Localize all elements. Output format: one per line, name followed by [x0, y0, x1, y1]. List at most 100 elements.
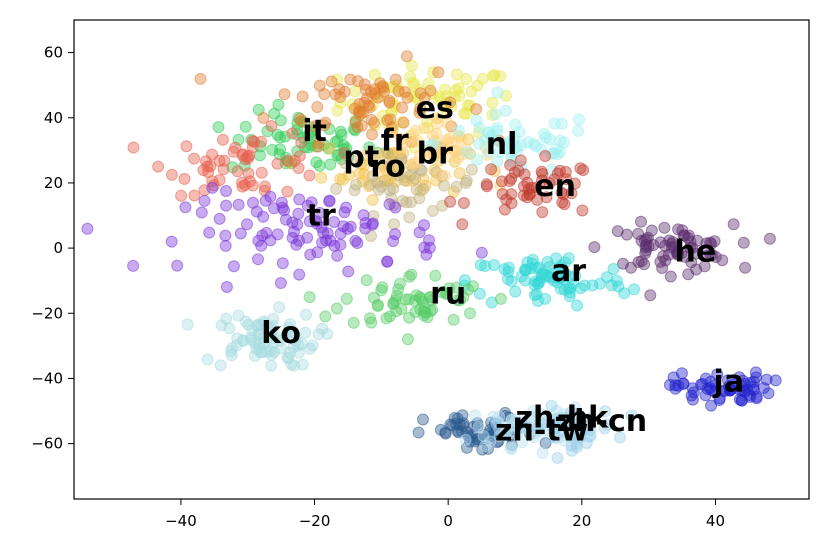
scatter-point [387, 235, 400, 248]
scatter-point [452, 82, 465, 95]
scatter-point [300, 308, 312, 321]
scatter-point [555, 186, 568, 199]
scatter-point [750, 390, 763, 403]
y-tick-label: 60 [44, 44, 63, 62]
scatter-point [463, 99, 476, 112]
scatter-point [527, 404, 540, 417]
scatter-point [536, 446, 549, 459]
scatter-point [414, 149, 427, 162]
scatter-point [418, 91, 431, 104]
scatter-point [645, 224, 658, 237]
scatter-point [180, 140, 193, 153]
scatter-point [323, 142, 336, 155]
scatter-point [323, 194, 336, 207]
scatter-point [444, 150, 456, 163]
scatter-point [311, 246, 324, 259]
scatter-point [312, 328, 325, 341]
cluster-label: ro [370, 150, 405, 185]
scatter-point [521, 421, 534, 434]
scatter-point [611, 225, 624, 238]
scatter-point [299, 326, 312, 339]
scatter-point [330, 302, 343, 315]
scatter-point [475, 246, 488, 259]
scatter-point [584, 424, 596, 437]
y-tick-label: −20 [31, 304, 63, 322]
scatter-point [488, 69, 501, 82]
scatter-point [375, 284, 388, 297]
scatter-point [366, 218, 379, 231]
scatter-point [293, 150, 306, 162]
scatter-point [438, 179, 450, 192]
scatter-point [605, 279, 618, 292]
scatter-point [509, 118, 522, 131]
scatter-point [338, 206, 351, 219]
scatter-point [625, 409, 638, 422]
scatter-point [724, 384, 736, 397]
scatter-point [404, 169, 417, 182]
scatter-point [206, 175, 219, 188]
scatter-point [330, 182, 343, 195]
scatter-point [303, 215, 316, 228]
scatter-point [340, 292, 353, 305]
scatter-point [278, 88, 291, 101]
scatter-point [333, 83, 346, 96]
scatter-point [271, 228, 284, 241]
scatter-point [489, 135, 502, 148]
scatter-point [127, 259, 140, 272]
scatter-point [628, 283, 640, 296]
scatter-point [281, 330, 293, 343]
x-tick-label: −20 [299, 512, 331, 530]
scatter-point [236, 176, 248, 189]
scatter-point [663, 378, 676, 391]
scatter-point [206, 181, 219, 194]
scatter-point [459, 433, 472, 446]
cluster-label: en [534, 169, 576, 204]
scatter-point [365, 113, 378, 126]
scatter-point [535, 271, 548, 284]
scatter-point [409, 124, 422, 137]
scatter-point [419, 306, 432, 319]
scatter-point [397, 116, 410, 129]
scatter-point [412, 426, 425, 439]
scatter-point [188, 152, 201, 165]
scatter-point [347, 316, 360, 329]
scatter-point [198, 194, 211, 207]
scatter-point [252, 253, 264, 266]
scatter-point [358, 169, 371, 182]
y-tick-label: 20 [44, 174, 63, 192]
scatter-point [705, 399, 718, 412]
scatter-point [656, 262, 669, 274]
scatter-point [444, 195, 457, 208]
cluster-label: fr [381, 124, 409, 159]
scatter-point [265, 359, 278, 372]
scatter-point [434, 423, 447, 436]
scatter-point [664, 270, 677, 283]
scatter-point [319, 310, 332, 323]
cluster-label: pt [343, 140, 379, 175]
scatter-point [295, 115, 308, 128]
scatter-point [268, 107, 281, 120]
scatter-point [259, 194, 272, 207]
scatter-point [274, 277, 287, 289]
scatter-point [331, 249, 344, 262]
scatter-point [763, 232, 776, 245]
scatter-point [360, 274, 373, 287]
scatter-point [213, 212, 226, 225]
scatter-point [733, 383, 746, 396]
scatter-point [274, 131, 287, 144]
scatter-point [400, 50, 413, 63]
scatter-point [485, 163, 498, 176]
scatter-point [315, 221, 328, 234]
scatter-point [445, 136, 458, 149]
scatter-point [536, 206, 549, 219]
scatter-point [509, 285, 522, 298]
scatter-point [500, 193, 513, 206]
scatter-point [81, 222, 94, 235]
scatter-point [744, 390, 757, 403]
scatter-point [570, 426, 583, 439]
scatter-point [383, 96, 396, 109]
scatter-point [293, 268, 306, 281]
scatter-point [152, 160, 165, 173]
scatter-point [303, 169, 316, 182]
